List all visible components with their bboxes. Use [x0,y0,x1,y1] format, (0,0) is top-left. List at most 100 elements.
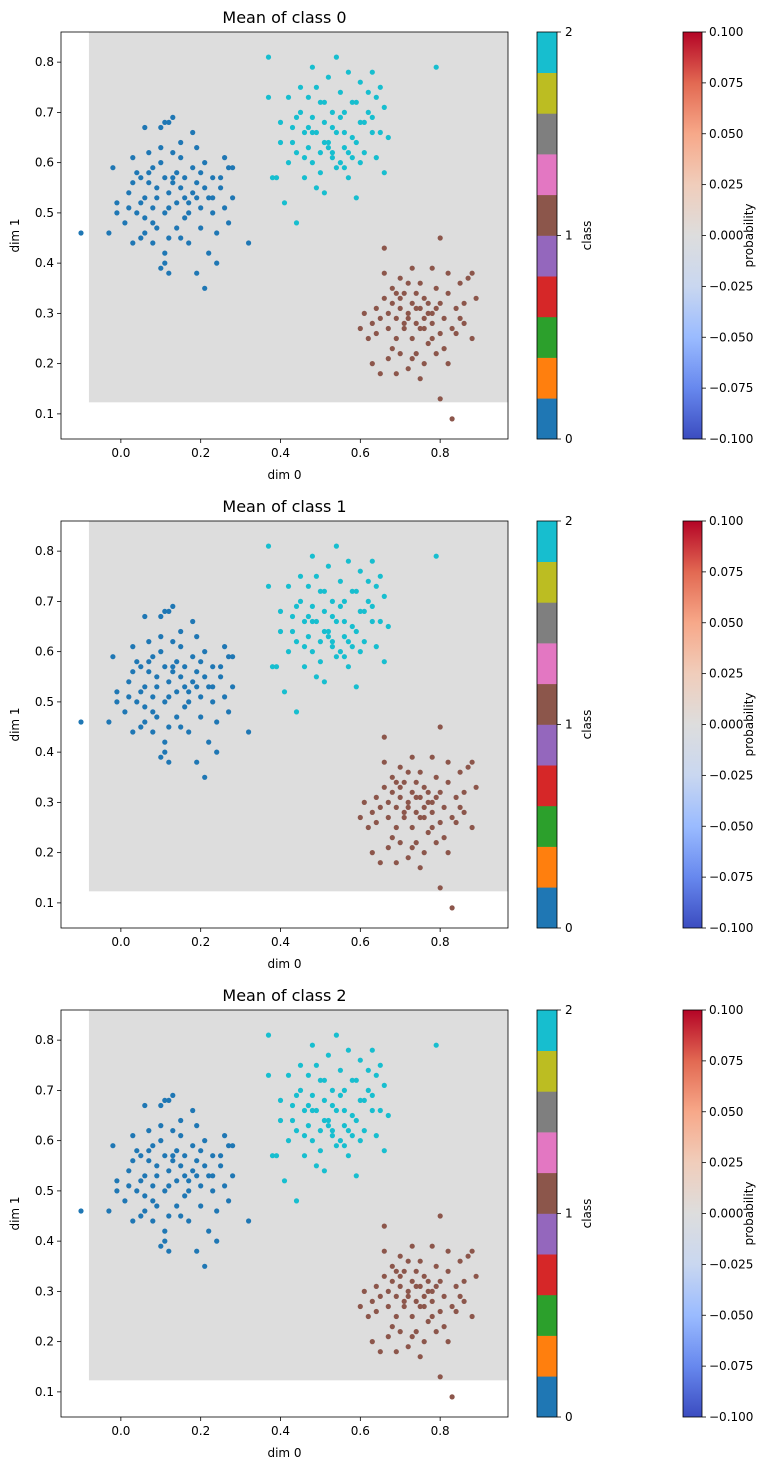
prob-colorbar-tick-label: 0.075 [709,76,743,90]
point-class-0 [162,260,168,266]
point-class-1 [429,824,435,831]
point-class-2 [297,84,304,90]
class-colorbar-tick-label: 1 [565,718,573,732]
point-class-0 [150,240,156,246]
class-colorbar-segment [537,154,557,196]
point-class-2 [305,613,311,620]
point-class-1 [425,799,431,806]
point-class-0 [126,694,132,700]
y-tick-label: 0.2 [35,846,54,860]
point-class-1 [377,1293,383,1299]
class-colorbar-segment [537,72,557,114]
class-colorbar-label: class [580,1199,594,1229]
point-class-2 [293,150,300,156]
point-class-0 [142,1102,148,1109]
point-class-2 [317,170,323,176]
point-class-1 [409,789,415,795]
point-class-1 [465,1253,471,1259]
point-class-0 [134,659,140,665]
point-class-2 [353,588,359,594]
point-class-2 [289,613,296,620]
point-class-2 [361,1128,367,1134]
point-class-2 [333,1143,339,1149]
y-tick-label: 0.3 [35,306,54,320]
class-colorbar-tick-label: 0 [565,432,573,446]
point-class-1 [449,1303,455,1310]
point-class-0 [170,150,176,156]
panel-0: Mean of class 0 0.0 0.2 0.4 0.6 0.8 0.1 0.2 0.3 0… [8,8,756,482]
point-class-2 [269,664,276,670]
point-class-0 [226,1143,232,1149]
prob-colorbar-tick-label: −0.100 [709,1410,753,1424]
point-class-0 [150,709,156,715]
point-class-1 [429,310,435,316]
point-class-2 [301,1153,308,1159]
point-class-0 [178,1213,184,1219]
point-class-2 [265,1032,272,1038]
point-class-1 [469,1313,475,1320]
point-class-1 [401,1268,407,1274]
panel-title: Mean of class 1 [222,497,346,516]
point-class-0 [178,235,184,241]
point-class-2 [325,74,331,80]
point-class-0 [190,129,196,136]
point-class-1 [425,789,431,795]
point-class-1 [425,340,431,347]
point-class-2 [265,94,272,100]
prob-colorbar-tick-label: −0.100 [709,432,753,446]
point-class-1 [433,351,439,357]
class-colorbar-tick-label: 1 [565,1207,573,1221]
point-class-0 [186,240,192,246]
point-class-1 [417,1354,423,1360]
point-class-1 [401,814,407,821]
point-class-2 [265,543,272,549]
point-class-2 [349,155,355,161]
x-tick-label: 0.8 [431,446,450,460]
point-class-0 [146,669,152,675]
point-class-0 [154,674,160,680]
point-class-0 [162,1097,168,1103]
panel-2: Mean of class 2 0.0 0.2 0.4 0.6 0.8 0.1 0.2 0.3 0… [8,986,756,1460]
point-class-1 [413,351,419,357]
point-class-0 [182,175,188,181]
point-class-1 [405,1258,411,1264]
prob-colorbar-tick-label: −0.025 [709,768,753,782]
point-class-2 [369,558,375,564]
point-class-2 [321,1097,327,1103]
point-class-0 [150,1218,156,1224]
point-class-0 [170,1128,176,1134]
point-class-2 [337,649,343,655]
point-class-1 [429,809,435,816]
point-class-2 [321,119,327,125]
point-class-1 [445,270,451,276]
point-class-2 [277,1117,284,1124]
point-class-2 [365,578,371,584]
point-class-2 [333,165,339,171]
points [78,543,479,911]
point-class-2 [313,1062,319,1068]
point-class-0 [166,679,172,685]
point-class-2 [385,623,391,630]
panel-title: Mean of class 2 [222,986,346,1005]
y-tick-label: 0.6 [35,1134,54,1148]
class-colorbar-segment [537,724,557,766]
point-class-0 [162,210,168,216]
point-class-0 [194,634,200,640]
y-tick-label: 0.4 [35,1234,54,1248]
point-class-1 [401,1303,407,1310]
point-class-0 [158,160,164,166]
point-class-1 [445,1339,451,1345]
point-class-2 [337,578,343,584]
point-class-0 [150,729,156,735]
point-class-2 [333,618,339,625]
point-class-0 [170,1092,176,1098]
point-class-0 [166,608,172,615]
point-class-1 [429,265,435,271]
point-class-2 [369,129,375,136]
point-class-0 [138,1178,144,1184]
point-class-1 [385,799,391,806]
point-class-0 [146,170,152,176]
point-class-2 [309,1107,315,1114]
point-class-0 [198,1183,204,1189]
point-class-0 [178,155,184,161]
